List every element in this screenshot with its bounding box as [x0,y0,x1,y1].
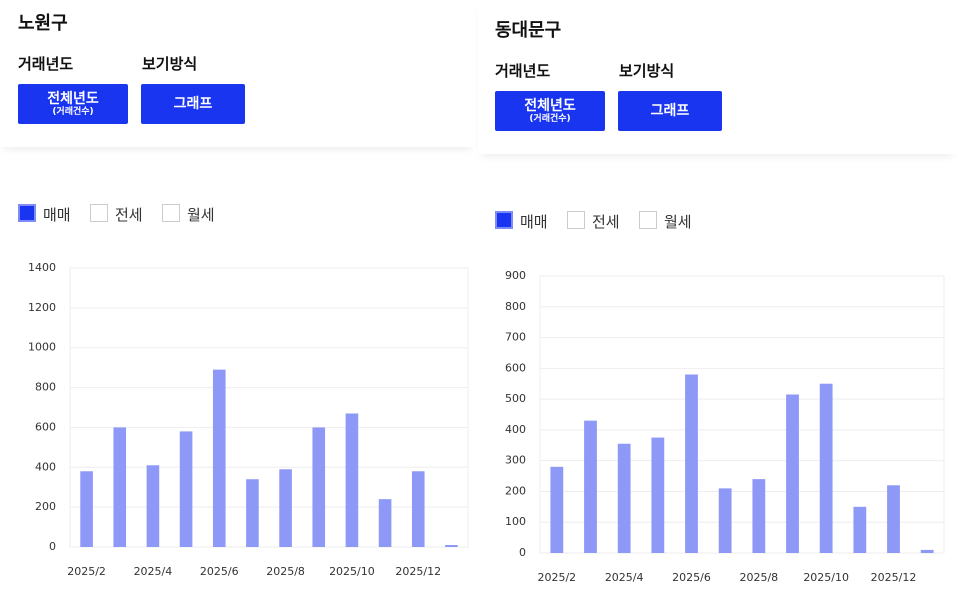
bar [617,443,631,553]
region-title: 동대문구 [495,20,562,41]
bar [212,369,226,547]
y-tick-label: 400 [35,460,56,473]
y-tick-label: 800 [35,381,56,394]
bar [853,506,867,553]
legend-checkbox[interactable] [162,204,180,222]
view-label: 보기방식 [142,55,198,73]
x-tick-label: 2025/6 [672,571,711,584]
legend-checkbox[interactable] [90,204,108,222]
bar [651,437,665,553]
bar [246,479,259,547]
view-button[interactable]: 그래프 [618,91,722,131]
y-tick-label: 500 [505,392,526,405]
y-tick-label: 200 [505,484,526,497]
region-title: 노원구 [18,13,68,34]
view-button[interactable]: 그래프 [141,84,245,124]
bar [786,394,799,553]
bar [312,427,326,547]
view-label: 보기방식 [619,62,675,80]
bar [179,431,193,547]
bar [685,374,698,553]
year-button[interactable]: 전체년도 (거래건수) [495,91,605,131]
x-tick-label: 2025/2 [537,571,576,584]
year-label: 거래년도 [495,62,551,80]
year-button-sub: (거래건수) [52,106,94,117]
x-tick-label: 2025/2 [67,565,106,578]
bar [411,471,425,547]
y-tick-label: 900 [505,269,526,282]
plot-frame [539,275,945,554]
x-tick-label: 2025/12 [395,565,441,578]
y-tick-label: 700 [505,331,526,344]
bar [920,549,934,553]
y-tick-label: 1200 [28,301,56,314]
y-tick-label: 800 [505,300,526,313]
legend-label: 매매 [520,213,548,231]
year-button-sub: (거래건수) [529,113,571,124]
plot-frame [69,267,469,548]
y-tick-label: 0 [49,540,56,553]
bar [378,499,392,547]
bar [279,469,292,547]
y-tick-label: 300 [505,454,526,467]
bar [819,383,833,553]
view-button-text: 그래프 [650,103,690,119]
y-tick-label: 1400 [28,261,56,274]
x-tick-label: 2025/8 [739,571,778,584]
legend-checkbox[interactable] [639,211,657,229]
legend-label: 매매 [43,206,71,224]
y-tick-label: 600 [505,361,526,374]
x-tick-label: 2025/10 [803,571,849,584]
bar [80,471,93,547]
x-tick-label: 2025/6 [200,565,239,578]
bar [887,485,900,553]
legend-label: 전세 [592,213,620,231]
x-tick-label: 2025/10 [329,565,375,578]
legend-checkbox[interactable] [18,204,36,222]
year-button-text: 전체년도 [524,97,576,114]
legend-label: 월세 [664,213,692,231]
y-tick-label: 400 [505,423,526,436]
bar [445,545,458,547]
bar [113,427,127,547]
y-tick-label: 600 [35,420,56,433]
legend-checkbox[interactable] [567,211,585,229]
legend-checkbox[interactable] [495,211,513,229]
x-tick-label: 2025/12 [871,571,917,584]
y-tick-label: 200 [35,500,56,513]
bar [345,413,359,547]
y-tick-label: 100 [505,515,526,528]
legend-label: 전세 [115,206,143,224]
y-tick-label: 0 [519,546,526,559]
x-tick-label: 2025/8 [266,565,305,578]
bar [146,465,160,547]
year-label: 거래년도 [18,55,74,73]
bar [718,488,732,553]
x-tick-label: 2025/4 [605,571,644,584]
bar [550,466,564,553]
view-button-text: 그래프 [173,96,213,112]
legend-label: 월세 [187,206,215,224]
bar [584,420,597,553]
bar [752,479,766,553]
year-button[interactable]: 전체년도 (거래건수) [18,84,128,124]
y-tick-label: 1000 [28,341,56,354]
x-tick-label: 2025/4 [134,565,173,578]
year-button-text: 전체년도 [47,90,99,107]
